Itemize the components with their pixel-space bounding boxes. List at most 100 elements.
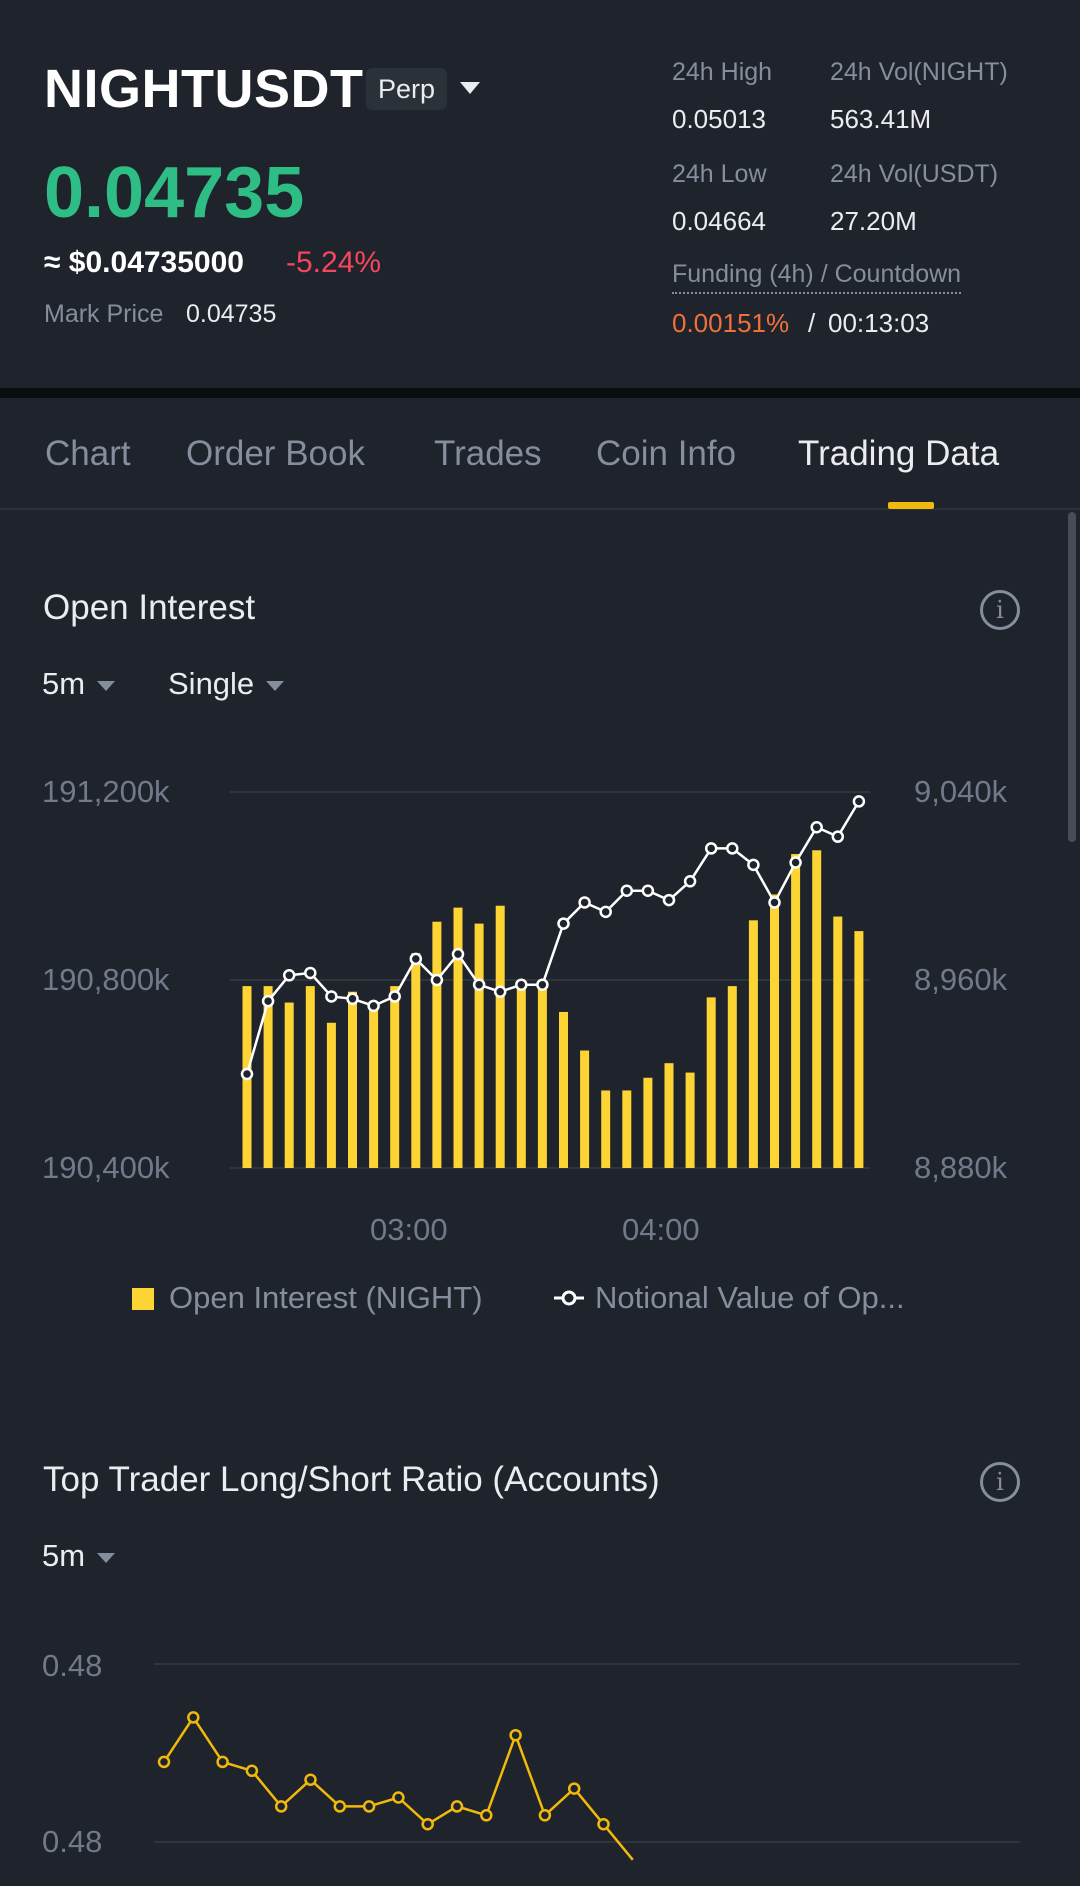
notional-point — [704, 842, 718, 855]
notional-point — [261, 994, 275, 1008]
notional-point — [325, 990, 338, 1003]
high-value: 0.05013 — [672, 104, 766, 134]
mark-price-value: 0.04735 — [186, 300, 277, 328]
oi-bar — [453, 907, 463, 1168]
notional-point — [641, 884, 655, 897]
notional-point — [451, 947, 465, 961]
notional-line — [245, 800, 860, 1075]
y-tick: 0.48 — [42, 1648, 103, 1683]
info-icon[interactable]: i — [980, 1462, 1020, 1502]
notional-point — [493, 985, 507, 998]
oi-bar — [559, 1011, 568, 1168]
notional-point — [388, 990, 401, 1003]
tab-coin-info[interactable]: Coin Info — [596, 434, 737, 473]
long-short-point — [304, 1773, 317, 1786]
low-value: 0.04664 — [672, 206, 766, 236]
y-left-tick: 191,200k — [42, 774, 170, 809]
mode-value: Single — [168, 666, 255, 701]
funding-rate: 0.00151% — [672, 308, 790, 338]
notional-point — [304, 966, 317, 980]
oi-bar — [854, 931, 864, 1168]
chevron-down-icon — [266, 680, 285, 691]
notional-point — [768, 896, 781, 909]
contract-type-badge[interactable]: Perp — [366, 68, 448, 110]
mode-dropdown[interactable]: Single — [168, 666, 285, 702]
vol-base-label: 24h Vol(NIGHT) — [830, 58, 1008, 86]
legend-open-interest[interactable]: Open Interest (NIGHT) — [169, 1280, 483, 1315]
oi-bar — [432, 921, 442, 1168]
interval-dropdown[interactable]: 5m — [42, 666, 116, 702]
notional-point — [852, 795, 866, 808]
oi-bar — [263, 986, 273, 1168]
oi-bar — [748, 920, 758, 1168]
symbol-dropdown-caret-icon[interactable] — [460, 82, 480, 94]
long-short-point — [597, 1817, 610, 1831]
funding-label[interactable]: Funding (4h) / Countdown — [672, 260, 962, 294]
x-tick: 03:00 — [370, 1212, 448, 1247]
notional-point — [578, 896, 591, 909]
chevron-down-icon — [97, 1552, 116, 1563]
section-divider — [0, 388, 1080, 398]
notional-point — [536, 978, 549, 991]
oi-bar — [727, 986, 737, 1168]
oi-bar — [812, 850, 822, 1168]
long-short-point — [509, 1728, 522, 1742]
scrollbar[interactable] — [1068, 512, 1076, 842]
tab-chart[interactable]: Chart — [45, 434, 131, 473]
notional-point — [620, 884, 634, 897]
long-short-point — [216, 1755, 229, 1769]
notional-point — [599, 905, 612, 919]
notional-point — [346, 992, 359, 1006]
interval-value: 5m — [42, 1538, 86, 1573]
oi-bar — [516, 986, 526, 1168]
long-short-point — [333, 1800, 347, 1813]
tab-order-book[interactable]: Order Book — [186, 434, 365, 473]
notional-point — [747, 858, 760, 872]
oi-bar — [390, 986, 400, 1168]
approx-usd-price: ≈ $0.04735000 — [44, 246, 244, 279]
notional-point — [409, 952, 423, 966]
notional-point — [472, 978, 486, 991]
notional-point — [367, 999, 380, 1013]
high-label: 24h High — [672, 58, 773, 86]
funding-separator: / — [808, 308, 816, 338]
long-short-point — [421, 1817, 434, 1831]
interval-dropdown[interactable]: 5m — [42, 1538, 116, 1574]
oi-bar — [474, 923, 484, 1168]
tab-trades[interactable]: Trades — [434, 434, 542, 473]
y-right-tick: 8,960k — [914, 962, 1008, 997]
legend-notional-value[interactable]: Notional Value of Op... — [595, 1280, 905, 1315]
oi-bar — [791, 854, 801, 1168]
y-right-tick: 8,880k — [914, 1150, 1008, 1185]
active-tab-indicator — [888, 502, 934, 509]
symbol-title[interactable]: NIGHTUSDT — [44, 59, 364, 119]
oi-bar — [622, 1090, 632, 1168]
info-icon[interactable]: i — [980, 590, 1020, 630]
oi-bar — [537, 986, 547, 1168]
y-tick: 0.48 — [42, 1824, 103, 1859]
legend-swatch-open-interest — [132, 1288, 154, 1310]
oi-bar — [601, 1090, 611, 1168]
long-short-point — [450, 1800, 464, 1813]
long-short-line — [162, 1715, 634, 1861]
oi-bar — [495, 905, 505, 1168]
notional-point — [831, 830, 845, 843]
long-short-point — [157, 1755, 171, 1769]
vol-quote-value: 27.20M — [830, 206, 917, 236]
last-price: 0.04735 — [44, 153, 305, 233]
oi-bar — [305, 986, 315, 1168]
long-short-point — [392, 1791, 405, 1804]
oi-bar — [770, 894, 779, 1168]
notional-point — [683, 875, 697, 888]
notional-point — [430, 973, 444, 987]
notional-point — [515, 978, 528, 991]
oi-bar — [284, 1002, 294, 1168]
funding-countdown: 00:13:03 — [828, 308, 930, 338]
notional-point — [789, 856, 802, 869]
tab-trading-data[interactable]: Trading Data — [798, 434, 1000, 473]
notional-point — [810, 821, 823, 834]
long-short-point — [274, 1800, 288, 1813]
y-left-tick: 190,400k — [42, 1150, 170, 1185]
notional-point — [240, 1067, 254, 1081]
